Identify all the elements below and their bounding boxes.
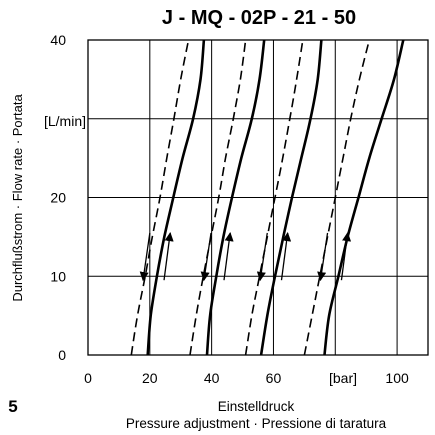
solid-curve-4 bbox=[323, 39, 405, 356]
plot-frame bbox=[87, 39, 429, 356]
x-tick-label-5: 100 bbox=[385, 370, 409, 386]
y-tick-label-1: 10 bbox=[50, 268, 66, 284]
arrow-down-0 bbox=[139, 232, 151, 282]
arrow-up-3 bbox=[223, 232, 234, 281]
solid-curve-2 bbox=[205, 39, 266, 356]
dashed-curve-4 bbox=[303, 39, 371, 356]
x-axis-label: Einstelldruck bbox=[218, 399, 295, 414]
y-tick-label-0: 0 bbox=[58, 347, 66, 363]
x-tick-label-1: 20 bbox=[142, 370, 158, 386]
y-unit-label: [L/min] bbox=[44, 113, 86, 129]
arrow-down-2 bbox=[200, 232, 212, 282]
arrow-up-5 bbox=[280, 232, 292, 281]
y-tick-labels: 0 10 20 40 bbox=[50, 32, 66, 363]
dashed-curve-3 bbox=[244, 39, 304, 356]
arrow-up-7 bbox=[340, 232, 352, 281]
x-tick-label-2: 40 bbox=[204, 370, 220, 386]
arrow-up-1 bbox=[163, 232, 174, 281]
arrow-down-4 bbox=[256, 232, 268, 282]
figure-number: 5 bbox=[8, 397, 17, 416]
x-axis-label-line2: Pressure adjustment · Pressione di tarat… bbox=[126, 416, 387, 431]
dashed-curve-1 bbox=[130, 39, 190, 356]
x-unit-label: [bar] bbox=[329, 370, 357, 386]
solid-curve-3 bbox=[259, 39, 323, 356]
solid-curve-1 bbox=[146, 39, 206, 356]
x-tick-labels: 0 20 40 60 100 bbox=[84, 370, 409, 386]
plot-border bbox=[87, 39, 429, 356]
chart-title: J - MQ - 02P - 21 - 50 bbox=[162, 7, 356, 29]
x-tick-label-3: 60 bbox=[266, 370, 282, 386]
x-tick-label-0: 0 bbox=[84, 370, 92, 386]
dashed-curve-2 bbox=[189, 39, 247, 356]
y-axis-label: Durchflußstrom · Flow rate · Portata bbox=[10, 94, 25, 302]
y-tick-label-4: 40 bbox=[50, 32, 66, 48]
arrow-down-6 bbox=[317, 232, 329, 282]
direction-arrows bbox=[139, 232, 352, 282]
series-group bbox=[130, 39, 405, 356]
y-tick-label-2: 20 bbox=[50, 190, 66, 206]
